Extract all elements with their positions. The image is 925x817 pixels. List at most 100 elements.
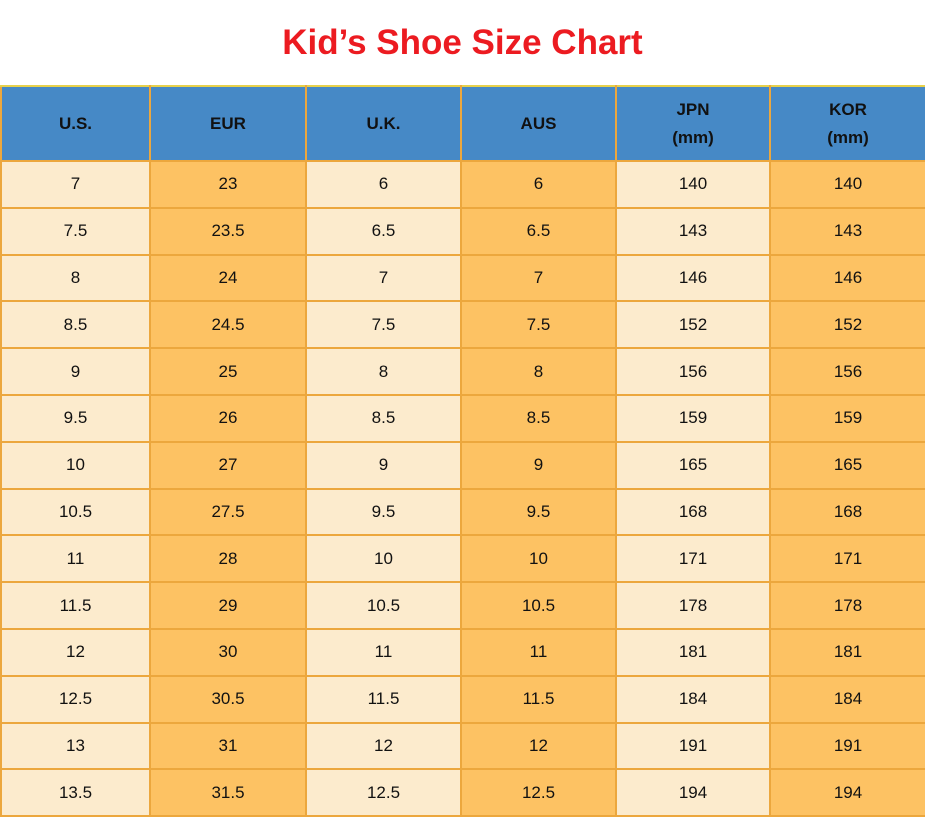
cell-kor: 168 bbox=[769, 487, 925, 537]
cell-us: 12 bbox=[0, 627, 151, 677]
cell-uk: 9 bbox=[305, 440, 462, 490]
cell-eur: 27.5 bbox=[149, 487, 307, 537]
cell-uk: 6 bbox=[305, 160, 462, 209]
cell-eur: 29 bbox=[149, 581, 307, 630]
cell-eur: 30 bbox=[149, 627, 307, 677]
table-row: 11.5 29 10.5 10.5 178 178 bbox=[0, 581, 925, 630]
cell-aus: 12.5 bbox=[460, 768, 617, 817]
cell-eur: 28 bbox=[149, 534, 307, 584]
cell-us: 13 bbox=[0, 721, 151, 771]
table-row: 8 24 7 7 146 146 bbox=[0, 253, 925, 303]
table-row: 13 31 12 12 191 191 bbox=[0, 721, 925, 771]
table-row: 10 27 9 9 165 165 bbox=[0, 440, 925, 490]
column-label: U.K. bbox=[366, 113, 401, 133]
cell-aus: 9.5 bbox=[460, 487, 617, 537]
column-header-aus: AUS bbox=[460, 85, 617, 162]
cell-jpn: 184 bbox=[615, 674, 771, 724]
cell-us: 11.5 bbox=[0, 581, 151, 630]
cell-eur: 24 bbox=[149, 253, 307, 303]
table-row: 7 23 6 6 140 140 bbox=[0, 160, 925, 209]
cell-aus: 8.5 bbox=[460, 393, 617, 443]
cell-uk: 7.5 bbox=[305, 300, 462, 350]
column-label: EUR bbox=[210, 113, 246, 133]
cell-eur: 31.5 bbox=[149, 768, 307, 817]
table-row: 7.5 23.5 6.5 6.5 143 143 bbox=[0, 206, 925, 256]
cell-us: 9.5 bbox=[0, 393, 151, 443]
cell-kor: 143 bbox=[769, 206, 925, 256]
column-sublabel: (mm) bbox=[827, 127, 869, 147]
column-header-kor: KOR (mm) bbox=[769, 85, 925, 162]
column-sublabel: (mm) bbox=[672, 127, 714, 147]
cell-aus: 6.5 bbox=[460, 206, 617, 256]
cell-aus: 11.5 bbox=[460, 674, 617, 724]
cell-eur: 25 bbox=[149, 347, 307, 396]
cell-uk: 12.5 bbox=[305, 768, 462, 817]
cell-kor: 178 bbox=[769, 581, 925, 630]
cell-us: 12.5 bbox=[0, 674, 151, 724]
chart-header: Kid’s Shoe Size Chart bbox=[0, 0, 925, 85]
cell-uk: 11.5 bbox=[305, 674, 462, 724]
column-header-us: U.S. bbox=[0, 85, 151, 162]
column-header-jpn: JPN (mm) bbox=[615, 85, 771, 162]
table-row: 12.5 30.5 11.5 11.5 184 184 bbox=[0, 674, 925, 724]
cell-jpn: 140 bbox=[615, 160, 771, 209]
table-row: 10.5 27.5 9.5 9.5 168 168 bbox=[0, 487, 925, 537]
cell-aus: 10 bbox=[460, 534, 617, 584]
header-row: U.S. EUR U.K. AUS JPN (mm) KOR (mm) bbox=[0, 85, 925, 162]
column-label: AUS bbox=[520, 113, 557, 133]
cell-uk: 6.5 bbox=[305, 206, 462, 256]
cell-jpn: 194 bbox=[615, 768, 771, 817]
cell-jpn: 156 bbox=[615, 347, 771, 396]
cell-jpn: 143 bbox=[615, 206, 771, 256]
cell-us: 8.5 bbox=[0, 300, 151, 350]
cell-uk: 8.5 bbox=[305, 393, 462, 443]
cell-eur: 31 bbox=[149, 721, 307, 771]
cell-jpn: 181 bbox=[615, 627, 771, 677]
cell-uk: 8 bbox=[305, 347, 462, 396]
cell-kor: 146 bbox=[769, 253, 925, 303]
column-label: JPN bbox=[676, 100, 710, 120]
shoe-size-table: U.S. EUR U.K. AUS JPN (mm) KOR (mm) 7 23 6 6 140 140… bbox=[0, 85, 925, 817]
cell-aus: 8 bbox=[460, 347, 617, 396]
table-row: 9.5 26 8.5 8.5 159 159 bbox=[0, 393, 925, 443]
cell-eur: 23.5 bbox=[149, 206, 307, 256]
cell-kor: 184 bbox=[769, 674, 925, 724]
cell-uk: 11 bbox=[305, 627, 462, 677]
table-row: 12 30 11 11 181 181 bbox=[0, 627, 925, 677]
cell-aus: 12 bbox=[460, 721, 617, 771]
cell-jpn: 159 bbox=[615, 393, 771, 443]
cell-uk: 12 bbox=[305, 721, 462, 771]
cell-eur: 23 bbox=[149, 160, 307, 209]
page-title: Kid’s Shoe Size Chart bbox=[282, 22, 643, 62]
cell-kor: 159 bbox=[769, 393, 925, 443]
cell-us: 9 bbox=[0, 347, 151, 396]
cell-kor: 171 bbox=[769, 534, 925, 584]
cell-kor: 194 bbox=[769, 768, 925, 817]
cell-aus: 7 bbox=[460, 253, 617, 303]
cell-us: 11 bbox=[0, 534, 151, 584]
cell-aus: 6 bbox=[460, 160, 617, 209]
cell-kor: 181 bbox=[769, 627, 925, 677]
cell-jpn: 152 bbox=[615, 300, 771, 350]
column-header-eur: EUR bbox=[149, 85, 307, 162]
cell-kor: 191 bbox=[769, 721, 925, 771]
table-row: 13.5 31.5 12.5 12.5 194 194 bbox=[0, 768, 925, 817]
column-header-uk: U.K. bbox=[305, 85, 462, 162]
cell-us: 10.5 bbox=[0, 487, 151, 537]
cell-eur: 30.5 bbox=[149, 674, 307, 724]
cell-uk: 10.5 bbox=[305, 581, 462, 630]
cell-aus: 11 bbox=[460, 627, 617, 677]
cell-us: 7 bbox=[0, 160, 151, 209]
cell-kor: 140 bbox=[769, 160, 925, 209]
cell-eur: 24.5 bbox=[149, 300, 307, 350]
column-label: U.S. bbox=[58, 113, 93, 133]
table-row: 9 25 8 8 156 156 bbox=[0, 347, 925, 396]
cell-aus: 9 bbox=[460, 440, 617, 490]
cell-us: 7.5 bbox=[0, 206, 151, 256]
table-row: 8.5 24.5 7.5 7.5 152 152 bbox=[0, 300, 925, 350]
cell-kor: 156 bbox=[769, 347, 925, 396]
table-row: 11 28 10 10 171 171 bbox=[0, 534, 925, 584]
cell-uk: 7 bbox=[305, 253, 462, 303]
cell-jpn: 146 bbox=[615, 253, 771, 303]
